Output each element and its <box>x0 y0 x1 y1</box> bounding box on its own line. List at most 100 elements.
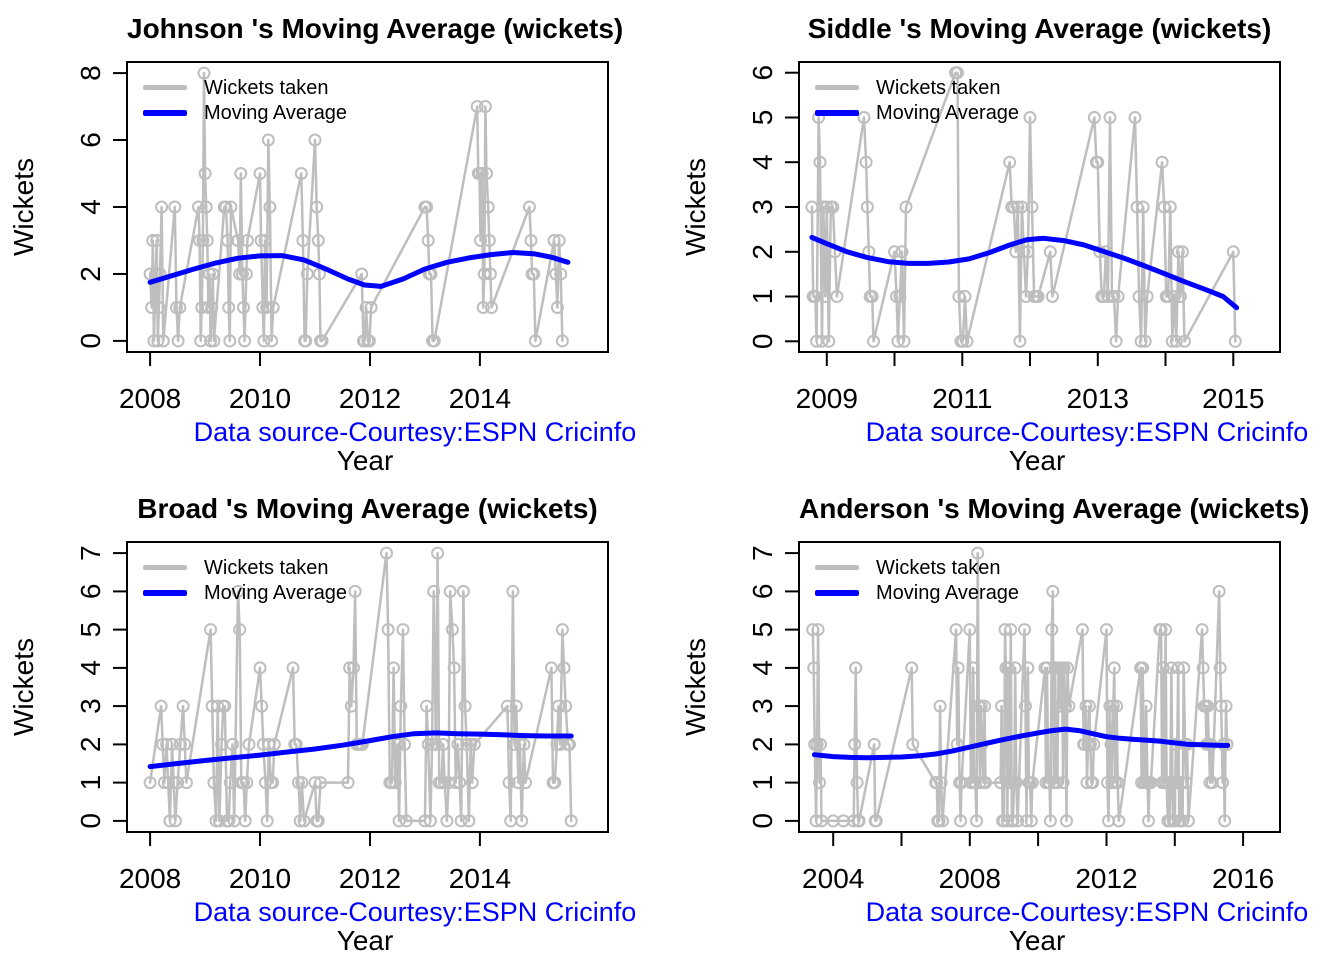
data-point-marker <box>550 301 564 314</box>
data-point-marker <box>1111 290 1125 303</box>
data-point-marker <box>480 167 493 180</box>
data-point-marker <box>1107 290 1121 303</box>
legend-item-wickets-taken: Wickets taken <box>815 75 1019 100</box>
data-point-marker <box>429 737 443 751</box>
data-point-marker <box>394 699 408 713</box>
legend-broad: Wickets taken Moving Average <box>143 555 347 605</box>
data-point-marker <box>173 301 187 314</box>
data-point-marker <box>205 301 219 314</box>
data-point-marker <box>1006 814 1020 828</box>
moving-average-line <box>147 250 571 289</box>
data-point-marker <box>194 334 208 348</box>
data-point-marker <box>344 699 358 713</box>
data-point-marker <box>1001 661 1015 675</box>
y-tick-label: 5 <box>747 622 778 638</box>
data-point-marker <box>1011 814 1025 828</box>
data-point-marker <box>259 776 272 790</box>
data-point-marker <box>508 737 521 751</box>
data-point-marker <box>1011 200 1025 214</box>
data-point-marker <box>1139 699 1153 713</box>
blue-line-sample-icon <box>143 109 187 116</box>
data-point-marker <box>238 814 252 828</box>
data-point-marker <box>235 267 249 281</box>
data-point-marker <box>513 737 527 751</box>
data-point-marker <box>813 776 826 790</box>
data-point-marker <box>260 814 274 828</box>
data-point-marker <box>427 584 441 598</box>
data-point-marker <box>1087 737 1101 751</box>
data-point-marker <box>295 776 309 790</box>
y-axis-label-anderson: Wickets <box>680 638 711 736</box>
data-point-marker <box>300 267 314 281</box>
data-point-marker <box>954 814 968 828</box>
data-point-marker <box>165 737 179 751</box>
data-point-marker <box>1050 776 1064 790</box>
data-point-marker <box>399 814 413 828</box>
data-point-marker <box>1009 245 1023 259</box>
data-point-marker <box>822 334 836 348</box>
plot-box <box>126 541 609 833</box>
y-axis-label-johnson: Wickets <box>8 158 39 256</box>
data-point-marker <box>1111 776 1125 790</box>
data-point-marker <box>199 200 213 214</box>
data-point-marker <box>392 814 406 828</box>
data-point-marker <box>145 301 159 314</box>
y-tick-label: 3 <box>75 698 106 714</box>
data-point-marker <box>218 699 232 713</box>
data-point-marker <box>207 334 221 348</box>
data-point-marker <box>154 699 168 713</box>
data-point-marker <box>474 234 487 247</box>
data-point-marker <box>849 661 863 675</box>
data-point-marker <box>204 623 218 637</box>
data-point-marker <box>222 301 236 314</box>
data-point-marker <box>865 290 879 303</box>
data-point-marker <box>1062 699 1076 713</box>
legend-item-wickets-taken: Wickets taken <box>143 555 347 580</box>
data-point-marker <box>1086 776 1100 790</box>
data-point-marker <box>528 334 542 348</box>
data-point-marker <box>420 699 434 713</box>
blue-line-sample-icon <box>143 589 187 596</box>
data-point-marker <box>1136 661 1150 675</box>
data-point-marker <box>549 267 563 281</box>
data-point-marker <box>1142 814 1155 828</box>
data-point-marker <box>297 814 311 828</box>
data-point-marker <box>553 737 567 751</box>
data-point-marker <box>460 737 474 751</box>
data-point-marker <box>234 167 248 180</box>
y-tick-label: 7 <box>747 545 778 561</box>
data-point-marker <box>557 661 571 675</box>
data-point-marker <box>198 167 212 180</box>
data-point-marker <box>258 234 272 247</box>
data-point-marker <box>857 111 871 124</box>
data-point-marker <box>197 66 211 80</box>
data-point-marker <box>554 267 568 281</box>
data-point-marker <box>951 66 964 80</box>
data-point-marker <box>219 200 233 214</box>
panel-siddle: 2009 2011 2013 2015 0 1 2 3 4 5 6 Siddle 's Moving… <box>672 0 1344 480</box>
data-point-marker <box>311 234 325 247</box>
y-tick-label: 8 <box>75 65 106 81</box>
x-axis-label-siddle: Year <box>1008 445 1066 476</box>
legend-label: Moving Average <box>876 581 1020 604</box>
data-point-marker <box>555 334 569 348</box>
data-point-marker <box>1212 584 1226 598</box>
data-point-marker <box>485 301 498 314</box>
y-tick-label: 3 <box>747 698 778 714</box>
data-point-marker <box>173 737 187 751</box>
data-point-marker <box>905 661 919 675</box>
y-tick-label: 0 <box>75 813 106 829</box>
legend-item-moving-average: Moving Average <box>815 580 1019 605</box>
data-point-marker <box>267 737 281 751</box>
data-point-marker <box>1173 290 1187 303</box>
y-tick-label: 0 <box>75 333 106 349</box>
data-point-marker <box>1177 661 1191 675</box>
data-point-marker <box>1176 814 1190 828</box>
x-axis-label-anderson: Year <box>1008 925 1066 956</box>
data-point-marker <box>155 200 169 214</box>
x-tick-label: 2015 <box>1202 383 1264 414</box>
x-axis: 2008 2010 2012 2014 <box>119 832 511 894</box>
y-tick-label: 3 <box>747 199 778 215</box>
data-point-marker <box>233 623 247 637</box>
data-point-marker <box>347 661 360 675</box>
